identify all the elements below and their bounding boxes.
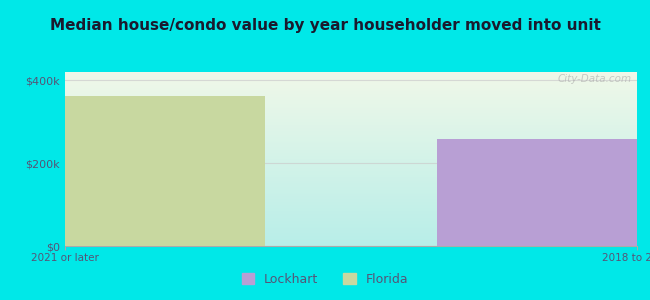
Legend: Lockhart, Florida: Lockhart, Florida	[237, 268, 413, 291]
Bar	[637, 112, 650, 246]
Bar	[65, 96, 265, 246]
Text: City-Data.com: City-Data.com	[557, 74, 631, 84]
Bar	[437, 139, 637, 246]
Text: Median house/condo value by year householder moved into unit: Median house/condo value by year househo…	[49, 18, 601, 33]
